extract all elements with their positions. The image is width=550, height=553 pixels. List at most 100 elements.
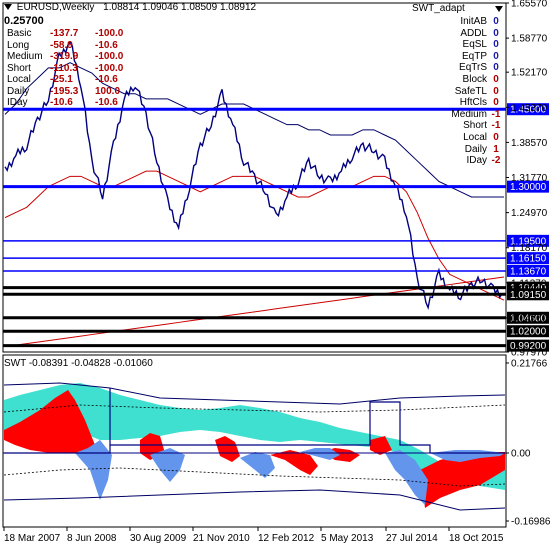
- level-price-label: 1.16150: [510, 254, 547, 265]
- signal-label: Short: [463, 120, 487, 132]
- strength-row-value-1: -137.7: [50, 28, 79, 39]
- strength-row-label: IDay: [7, 97, 28, 108]
- strength-row-label: Basic: [7, 28, 32, 39]
- y-axis-tick-label: 1.65570: [511, 0, 548, 10]
- indicator-blue-area: [385, 450, 428, 505]
- signal-value: 0: [493, 85, 499, 97]
- level-price-label: 1.04600: [510, 313, 547, 324]
- level-price-label: 1.45000: [510, 105, 547, 116]
- signal-value: -1: [491, 120, 501, 132]
- strength-row-label: Local: [7, 74, 31, 85]
- x-axis-tick-label: 8 Jun 2008: [67, 533, 117, 544]
- strength-row-value-2: 100.0: [95, 85, 121, 97]
- x-axis-tick-label: 12 Feb 2012: [258, 533, 315, 544]
- indicator-y-tick-label: 0.21766: [511, 359, 548, 370]
- strength-row-value-2: -100.0: [95, 28, 124, 39]
- chart-symbol-icon: [4, 4, 12, 11]
- indicator-dotted-line: [3, 467, 506, 487]
- x-axis-tick-label: 30 Aug 2009: [130, 533, 187, 544]
- strength-row-value-2: -10.6: [95, 39, 118, 51]
- strength-row-value-2: -100.0: [95, 51, 124, 62]
- y-axis-tick-label: 1.04570: [511, 313, 548, 324]
- level-price-label-box: [507, 103, 549, 116]
- level-price-label: 0.99200: [510, 341, 547, 352]
- y-axis-tick-label: 1.11370: [511, 278, 547, 289]
- chart-info-header: EURUSD,Weekly 1.08814 1.09046 1.08509 1.…: [4, 2, 256, 13]
- signal-value: 0: [493, 16, 499, 27]
- indicator-cyan-area: [4, 383, 505, 490]
- signal-label: IDay: [466, 155, 487, 167]
- indicator-blue-area: [75, 440, 112, 500]
- indicator-y-tick-label: 0.00: [511, 449, 531, 460]
- indicator-upper-envelope: [3, 382, 506, 405]
- y-axis-tick-label: 1.24970: [511, 208, 548, 219]
- signal-value: 0: [493, 27, 499, 39]
- signal-value: -2: [491, 155, 501, 167]
- signals-panel-title: SWT_adapt: [412, 3, 465, 14]
- y-axis-tick-label: 1.31770: [511, 173, 548, 184]
- y-axis-tick-label: 1.52170: [511, 68, 548, 79]
- signal-value: 1: [493, 143, 499, 155]
- y-axis-tick-label: 1.38570: [511, 138, 548, 149]
- x-axis-tick-label: 18 Mar 2007: [4, 533, 61, 544]
- signal-label: InitAB: [460, 16, 487, 27]
- level-price-label: 1.30000: [510, 182, 547, 193]
- strength-row-value-1: -10.6: [50, 97, 73, 108]
- strength-row-label: Medium: [7, 51, 43, 62]
- x-axis-tick-label: 18 Oct 2015: [449, 533, 504, 544]
- level-price-label: 1.09150: [510, 290, 547, 301]
- signal-label: EqTP: [461, 50, 487, 62]
- indicator-value: 0.25700: [4, 15, 44, 27]
- x-axis-tick-label: 21 Nov 2010: [193, 533, 250, 544]
- indicator-blue-area: [300, 448, 340, 460]
- indicator-blue-area: [150, 448, 185, 482]
- signal-label: HftCls: [459, 97, 487, 109]
- indicator-y-tick-label: -0.16986: [511, 517, 550, 528]
- signal-value: 0: [493, 132, 499, 143]
- level-price-label-box: [507, 288, 549, 301]
- strength-row-value-1: -195.3: [50, 85, 79, 97]
- signal-label: EqTrS: [459, 62, 487, 74]
- strength-row-value-2: -10.6: [95, 74, 118, 85]
- signal-value: 0: [493, 39, 499, 51]
- indicator-red-area: [215, 436, 240, 462]
- price-line: [4, 40, 505, 310]
- y-axis-tick-label: 1.45370: [511, 103, 548, 114]
- strength-row-value-1: -58.9: [50, 39, 73, 51]
- signal-value: -1: [491, 108, 501, 120]
- level-price-label-box: [507, 234, 549, 247]
- strength-row-label: Daily: [7, 85, 30, 97]
- strength-row-value-2: -10.6: [95, 97, 118, 108]
- signal-value: 0: [493, 74, 499, 85]
- signals-panel-dropdown-icon: [495, 6, 503, 12]
- indicator-red-area: [420, 452, 505, 508]
- level-price-label-box: [507, 252, 549, 265]
- y-axis-tick-label: 0.97970: [511, 348, 548, 359]
- signal-label: Daily: [464, 143, 487, 155]
- x-axis-tick-label: 5 May 2013: [321, 533, 374, 544]
- level-price-label-box: [507, 311, 549, 324]
- indicator-step-line: [4, 388, 505, 454]
- level-price-label-box: [507, 325, 549, 338]
- level-price-label-box: [507, 180, 549, 193]
- signal-label: Local: [463, 132, 487, 143]
- strength-row-value-1: -25.1: [50, 74, 73, 85]
- signal-label: Medium: [451, 108, 487, 120]
- indicator-header: SWT -0.08391 -0.04828 -0.01060: [4, 358, 153, 369]
- signal-label: EqSL: [462, 39, 487, 51]
- signal-label: Block: [462, 74, 487, 85]
- signal-label: SafeTL: [454, 85, 487, 97]
- strength-row-value-2: -100.0: [95, 62, 124, 74]
- signal-value: 0: [493, 97, 499, 109]
- symbol-timeframe: EURUSD,Weekly: [16, 2, 95, 13]
- indicator-lower-envelope: [3, 489, 506, 511]
- signal-label: ADDL: [460, 27, 487, 39]
- level-price-label: 1.02000: [510, 327, 547, 338]
- y-axis-tick-label: 1.18170: [511, 243, 548, 254]
- x-axis-tick-label: 27 Jul 2014: [386, 533, 438, 544]
- indicator-red-area: [270, 450, 318, 475]
- strength-row-label: Long: [7, 39, 30, 51]
- level-price-label-box: [507, 264, 549, 277]
